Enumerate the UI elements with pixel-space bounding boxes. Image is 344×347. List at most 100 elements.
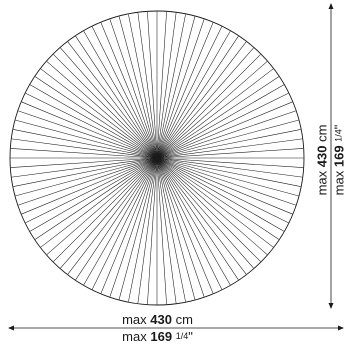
ray-line — [157, 41, 247, 157]
ray-line — [158, 129, 301, 158]
ray-line — [158, 119, 299, 158]
ray-line — [53, 54, 157, 158]
ray-line — [158, 158, 293, 215]
ray-line — [118, 16, 157, 157]
width-cm-label: max 430 cm — [0, 312, 315, 327]
ray-line — [157, 14, 186, 157]
ray-line — [157, 159, 247, 275]
ray-line — [157, 159, 214, 294]
height-cm-label: max 430 cm — [315, 125, 330, 196]
ray-line — [75, 36, 157, 157]
ray-line — [158, 138, 303, 159]
ray-line — [157, 159, 239, 280]
ray-line — [157, 54, 261, 158]
height-cm-unit: cm — [314, 124, 330, 142]
ray-line — [91, 159, 157, 290]
ray-line — [157, 158, 261, 262]
ray-line — [156, 12, 177, 157]
ray-line — [67, 41, 157, 157]
height-in-fraction: 1/4 — [333, 129, 344, 142]
ray-line — [158, 68, 274, 158]
ray-line — [21, 101, 156, 158]
ray-line — [18, 158, 156, 206]
width-in-label: max 169 1/4" — [0, 329, 315, 344]
ray-line — [21, 158, 156, 215]
ray-line — [158, 110, 296, 158]
ray-line — [158, 158, 296, 206]
ray-line — [158, 92, 289, 158]
ray-line — [158, 158, 285, 232]
ray-line — [60, 47, 157, 158]
ray-line — [157, 30, 231, 157]
ray-line — [35, 76, 156, 158]
ray-line — [157, 158, 254, 269]
ray-line — [158, 148, 304, 159]
height-in-prefix: max — [331, 170, 344, 196]
width-cm-value: 430 — [150, 312, 172, 327]
ray-line — [13, 129, 156, 158]
ray-line — [158, 76, 279, 158]
center-hub — [153, 154, 161, 162]
ray-line — [25, 158, 156, 224]
ray-line — [156, 159, 167, 305]
ray-line — [158, 101, 293, 158]
height-in-label: max 169 1/4" — [332, 125, 344, 196]
ray-line — [29, 84, 156, 158]
ray-line — [128, 159, 157, 302]
ray-line — [157, 159, 196, 300]
ray-line — [10, 148, 156, 159]
ray-line — [158, 158, 274, 248]
height-cm-prefix: max — [314, 170, 330, 196]
ray-line — [25, 92, 156, 158]
ray-line — [40, 68, 156, 158]
ray-line — [53, 158, 157, 262]
ray-line — [157, 26, 223, 157]
ray-line — [157, 36, 239, 157]
ray-line — [35, 158, 156, 240]
ray-line — [158, 158, 279, 240]
width-cm-unit: cm — [175, 312, 193, 327]
rays — [10, 11, 304, 305]
ray-line — [91, 26, 157, 157]
width-in-prefix: max — [122, 329, 147, 344]
ray-line — [156, 11, 167, 157]
ray-line — [157, 159, 205, 297]
ray-line — [29, 158, 156, 232]
ray-line — [100, 22, 157, 157]
ray-line — [158, 84, 285, 158]
height-in-unit: " — [332, 125, 344, 130]
ray-line — [157, 159, 186, 302]
ray-line — [109, 19, 157, 157]
ray-line — [157, 22, 214, 157]
ray-line — [15, 119, 156, 158]
width-in-unit: " — [188, 329, 193, 344]
ray-line — [147, 159, 158, 305]
ray-line — [60, 158, 157, 269]
ray-line — [157, 158, 268, 255]
ray-line — [46, 158, 157, 255]
ray-line — [158, 157, 303, 178]
ray-line — [158, 158, 301, 187]
ray-line — [15, 158, 156, 197]
ray-line — [137, 159, 158, 304]
width-dimension-line — [8, 325, 344, 331]
ray-line — [83, 30, 157, 157]
ray-line — [67, 159, 157, 275]
ray-line — [157, 159, 223, 290]
ray-line — [10, 157, 156, 168]
ray-line — [147, 11, 158, 157]
ray-line — [158, 157, 304, 168]
ray-line — [83, 159, 157, 286]
ray-line — [156, 159, 177, 304]
ray-line — [157, 61, 268, 158]
ray-line — [109, 159, 157, 297]
ray-line — [75, 159, 157, 280]
width-in-value: 169 — [150, 329, 173, 344]
ray-line — [11, 138, 156, 159]
height-cm-value: 430 — [314, 145, 330, 168]
ray-line — [137, 12, 158, 157]
ray-line — [13, 158, 156, 187]
ray-line — [128, 14, 157, 157]
ray-line — [157, 19, 205, 157]
